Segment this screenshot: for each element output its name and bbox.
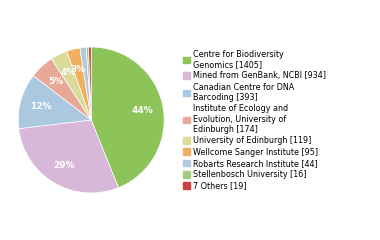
Wedge shape	[67, 48, 91, 120]
Wedge shape	[19, 120, 119, 193]
Wedge shape	[86, 47, 91, 120]
Wedge shape	[91, 47, 164, 188]
Text: 44%: 44%	[132, 106, 154, 114]
Text: 5%: 5%	[48, 77, 63, 86]
Wedge shape	[18, 76, 91, 129]
Text: 29%: 29%	[54, 161, 75, 170]
Text: 4%: 4%	[60, 68, 76, 77]
Wedge shape	[80, 47, 91, 120]
Legend: Centre for Biodiversity
Genomics [1405], Mined from GenBank, NCBI [934], Canadia: Centre for Biodiversity Genomics [1405],…	[183, 50, 326, 190]
Text: 3%: 3%	[71, 65, 86, 74]
Wedge shape	[33, 59, 91, 120]
Wedge shape	[89, 47, 91, 120]
Text: 12%: 12%	[30, 102, 51, 111]
Wedge shape	[52, 51, 91, 120]
